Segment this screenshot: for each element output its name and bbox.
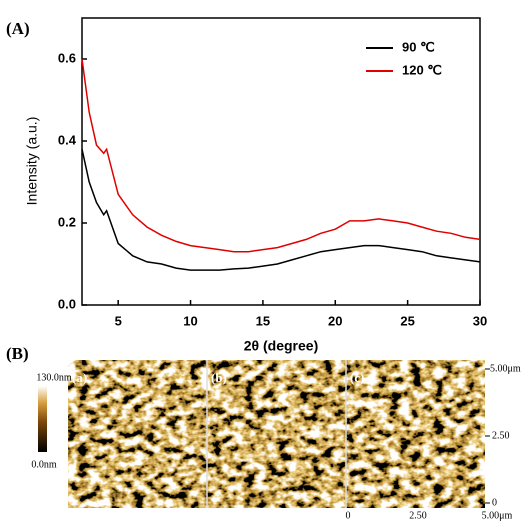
- axis-label: 2.50: [492, 430, 510, 441]
- x-tick-label: 10: [183, 313, 197, 328]
- axis-label: 2.50: [409, 510, 427, 521]
- y-axis-label: Intensity (a.u.): [24, 117, 40, 206]
- axes-frame: [81, 17, 481, 306]
- legend-label: 120 ℃: [402, 62, 442, 77]
- x-axis-label: 2θ (degree): [244, 338, 318, 354]
- y-tick-label: 0.6: [58, 50, 76, 65]
- x-tick-label: 5: [115, 313, 122, 328]
- y-tick-label: 0.2: [58, 214, 76, 229]
- plot-area: 0.0 0.2 0.4 0.6 5 10 15 20 25 30 90 ℃ 120 ℃: [58, 17, 487, 328]
- data-line: [81, 149, 481, 271]
- y-tick-label: 0.0: [58, 296, 76, 311]
- color-bar: [38, 386, 47, 452]
- afm-image: [68, 360, 485, 508]
- legend-label: 90 ℃: [402, 39, 435, 54]
- x-tick-label: 25: [400, 313, 414, 328]
- x-tick-label: 15: [256, 313, 270, 328]
- axis-label: 5.00μm: [482, 510, 513, 521]
- x-tick-label: 20: [328, 313, 342, 328]
- x-tick-label: 30: [473, 313, 487, 328]
- image-label: (a): [72, 370, 87, 385]
- panel-label: (B): [6, 344, 29, 363]
- image-label: (b): [211, 370, 227, 385]
- scale-max: 130.0nm: [36, 372, 72, 383]
- scale-min: 0.0nm: [31, 459, 57, 470]
- image-label: (c): [350, 370, 364, 385]
- axis-label: 0: [492, 497, 497, 508]
- panel-label: (A): [6, 19, 30, 38]
- data-line: [81, 58, 481, 253]
- axis-label: 0: [346, 510, 351, 521]
- afm-panel: (B) (a) (b) (c) 130.0nm 0.0nm 5.00μm 2.5…: [6, 344, 521, 521]
- y-tick-label: 0.4: [58, 132, 77, 147]
- axis-label: 5.00μm: [490, 363, 521, 374]
